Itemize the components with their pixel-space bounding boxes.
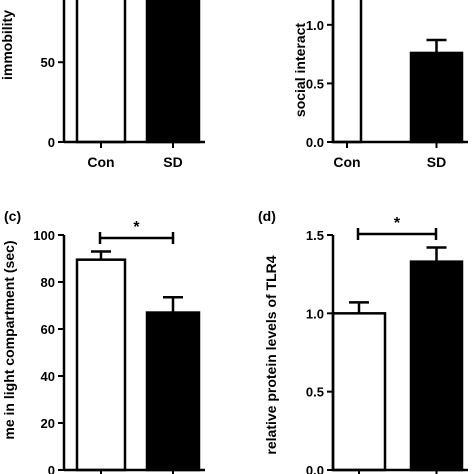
panel-label: (c)	[4, 208, 21, 224]
panel-a-chart: Con SD 0 50 immobility	[0, 0, 205, 170]
y-tick-label: 80	[41, 275, 55, 290]
y-tick-label: 1.5	[306, 228, 324, 243]
y-tick-label: 40	[41, 369, 55, 384]
bar-con	[75, 0, 127, 144]
bar-sd	[409, 260, 464, 472]
significance-star: *	[394, 215, 401, 232]
category-label: SD	[427, 154, 446, 170]
y-tick-label: 1.0	[306, 306, 324, 321]
y-tick-label: 0	[48, 135, 55, 150]
y-tick-label: 0	[48, 463, 55, 474]
category-label: Con	[87, 154, 114, 170]
category-label: Con	[333, 154, 360, 170]
y-tick-label: 0.0	[306, 463, 324, 474]
bar-con	[331, 0, 363, 144]
y-axis-label: me in light compartment (sec)	[1, 240, 17, 439]
y-axis-label: relative protein levels of TLR4	[263, 255, 279, 454]
y-tick-label: 60	[41, 322, 55, 337]
y-axis-label: social interact	[292, 23, 308, 117]
panel-d-chart: 0.0 0.5 1.0 1.5 relative protein levels of T…	[258, 208, 468, 474]
bar-con	[75, 258, 127, 472]
y-tick-label: 0.0	[306, 135, 324, 150]
category-label: SD	[163, 154, 182, 170]
y-tick-label: 20	[41, 416, 55, 431]
y-tick-label: 0.5	[306, 385, 324, 400]
bar-con	[331, 312, 387, 472]
panel-label: (d)	[258, 208, 276, 224]
bar-sd	[145, 0, 201, 144]
y-axis-label: immobility	[0, 10, 15, 80]
y-tick-label: 100	[33, 228, 55, 243]
panel-c-chart: 0 20 40 60 80 100 me in light compartment (sec…	[1, 208, 205, 474]
bar-sd	[409, 51, 464, 144]
y-tick-label: 50	[41, 55, 55, 70]
y-tick-label: 0.5	[306, 76, 324, 91]
bar-sd	[145, 311, 201, 472]
y-tick-label: 1.0	[306, 18, 324, 33]
significance-star: *	[133, 219, 140, 236]
